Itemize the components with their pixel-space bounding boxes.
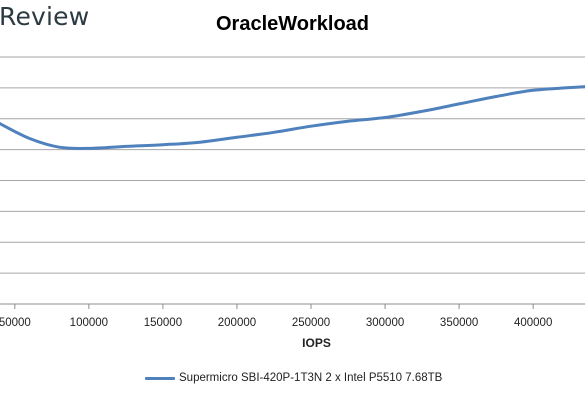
brand-logo-text: Review xyxy=(0,2,90,31)
legend: Supermicro SBI-420P-1T3N 2 x Intel P5510… xyxy=(145,372,442,384)
x-tick-labels: 50000 100000 150000 200000 250000 300000 35000… xyxy=(0,304,552,329)
gridlines xyxy=(0,56,585,305)
chart-title: OracleWorkload xyxy=(0,13,585,36)
chart-title-text: OracleWorkload xyxy=(215,13,370,35)
x-tick-label: 400000 xyxy=(514,317,552,329)
x-tick-label: 250000 xyxy=(292,317,330,329)
x-tick-label: 100000 xyxy=(70,317,108,329)
x-tick-label: 350000 xyxy=(440,317,478,329)
legend-label: Supermicro SBI-420P-1T3N 2 x Intel P5510… xyxy=(179,372,443,384)
series-lines xyxy=(0,85,585,150)
x-tick-label: 50000 xyxy=(0,317,31,329)
legend-swatch xyxy=(145,376,175,380)
x-tick-label: 200000 xyxy=(218,317,256,329)
x-tick-label: 300000 xyxy=(366,317,404,329)
x-axis-title: IOPS xyxy=(302,336,331,350)
x-tick-label: 150000 xyxy=(144,317,182,329)
series-line xyxy=(0,85,585,150)
